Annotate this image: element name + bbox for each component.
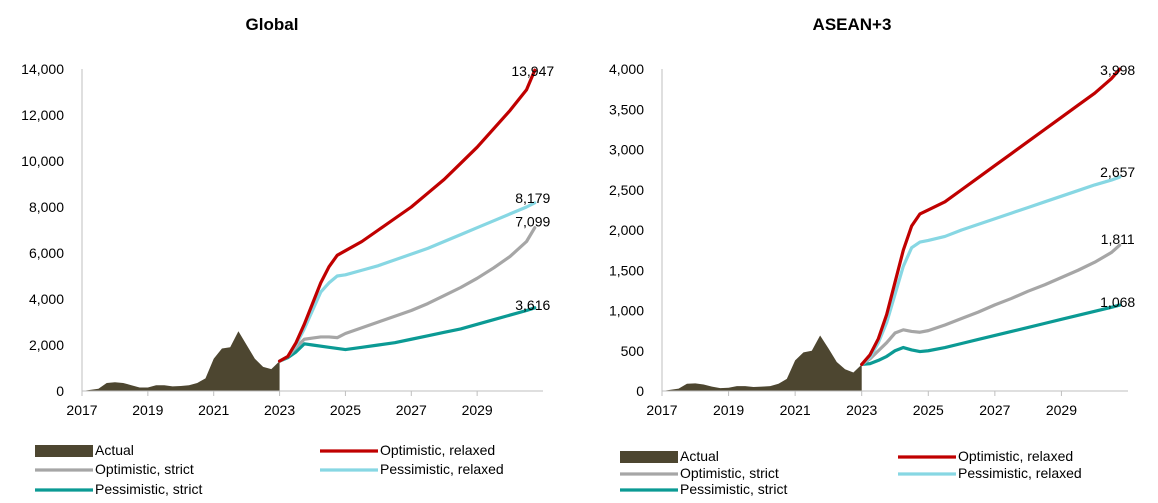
series-line-optimistic-strict xyxy=(860,243,1122,367)
y-tick-label: 0 xyxy=(56,383,64,399)
asean3-chart: ASEAN+3 0 500 1,000 1,500 2,000 2,500 3,000 3,50… xyxy=(609,15,1135,418)
y-tick-label: 4,000 xyxy=(609,61,644,77)
series-line-optimistic-relaxed xyxy=(277,68,537,363)
global-legend: Actual Optimistic, relaxed Optimistic, str… xyxy=(35,442,504,497)
legend-label-pessimistic-strict: Pessimistic, strict xyxy=(95,481,202,497)
y-tick-label: 1,000 xyxy=(609,303,644,319)
legend-label-optimistic-strict: Optimistic, strict xyxy=(95,461,194,477)
x-tick-label: 2029 xyxy=(462,402,493,418)
end-label-optimistic-strict: 1,811 xyxy=(1101,231,1135,247)
series-line-optimistic-relaxed xyxy=(860,67,1122,367)
legend-label-pessimistic-relaxed: Pessimistic, relaxed xyxy=(380,461,504,477)
legend-label-pessimistic-strict: Pessimistic, strict xyxy=(680,481,787,497)
x-tick-label: 2021 xyxy=(780,402,811,418)
y-tick-label: 4,000 xyxy=(29,291,64,307)
legend-label-optimistic-relaxed: Optimistic, relaxed xyxy=(958,448,1073,464)
global-chart: Global 0 2,000 4,000 6,000 8,000 10,000 12,000 1… xyxy=(21,15,554,418)
x-tick-label: 2029 xyxy=(1046,402,1077,418)
end-label-pessimistic-strict: 3,616 xyxy=(515,297,550,313)
y-tick-label: 10,000 xyxy=(21,153,64,169)
legend-label-optimistic-relaxed: Optimistic, relaxed xyxy=(380,442,495,458)
series-line-pessimistic-relaxed xyxy=(860,175,1122,367)
x-tick-label: 2025 xyxy=(913,402,944,418)
legend-label-actual: Actual xyxy=(95,442,134,458)
end-label-optimistic-strict: 7,099 xyxy=(515,214,550,230)
series-line-pessimistic-strict xyxy=(860,303,1122,367)
y-tick-label: 1,500 xyxy=(609,262,644,278)
y-tick-label: 8,000 xyxy=(29,199,64,215)
y-tick-label: 0 xyxy=(636,383,644,399)
x-tick-label: 2023 xyxy=(264,402,295,418)
y-tick-label: 12,000 xyxy=(21,107,64,123)
legend-label-actual: Actual xyxy=(680,448,719,464)
actual-area xyxy=(82,331,280,391)
end-label-pessimistic-relaxed: 2,657 xyxy=(1100,164,1135,180)
global-chart-title: Global xyxy=(246,15,299,34)
y-tick-label: 6,000 xyxy=(29,245,64,261)
x-tick-label: 2025 xyxy=(330,402,361,418)
y-tick-label: 3,000 xyxy=(609,142,644,158)
end-label-optimistic-relaxed: 13,947 xyxy=(511,63,554,79)
x-tick-label: 2017 xyxy=(646,402,677,418)
end-label-pessimistic-strict: 1,068 xyxy=(1100,294,1135,310)
x-tick-label: 2017 xyxy=(66,402,97,418)
asean3-legend: Actual Optimistic, relaxed Optimistic, str… xyxy=(620,448,1082,497)
x-tick-label: 2019 xyxy=(132,402,163,418)
end-label-pessimistic-relaxed: 8,179 xyxy=(515,190,550,206)
legend-label-pessimistic-relaxed: Pessimistic, relaxed xyxy=(958,465,1082,481)
legend-swatch-actual xyxy=(35,445,93,457)
x-tick-label: 2027 xyxy=(396,402,427,418)
x-tick-label: 2023 xyxy=(846,402,877,418)
x-tick-label: 2019 xyxy=(713,402,744,418)
y-tick-label: 2,500 xyxy=(609,182,644,198)
x-tick-label: 2021 xyxy=(198,402,229,418)
x-tick-label: 2027 xyxy=(979,402,1010,418)
y-tick-label: 2,000 xyxy=(29,337,64,353)
y-tick-label: 500 xyxy=(621,343,645,359)
legend-swatch-actual xyxy=(620,451,678,463)
actual-area xyxy=(662,335,862,391)
series-line-pessimistic-strict xyxy=(277,306,537,363)
end-label-optimistic-relaxed: 3,998 xyxy=(1100,62,1135,78)
y-tick-label: 3,500 xyxy=(609,101,644,117)
series-line-pessimistic-relaxed xyxy=(277,201,537,363)
legend-label-optimistic-strict: Optimistic, strict xyxy=(680,465,779,481)
y-tick-label: 2,000 xyxy=(609,222,644,238)
series-line-optimistic-strict xyxy=(277,226,537,363)
y-tick-label: 14,000 xyxy=(21,61,64,77)
asean3-chart-title: ASEAN+3 xyxy=(813,15,892,34)
